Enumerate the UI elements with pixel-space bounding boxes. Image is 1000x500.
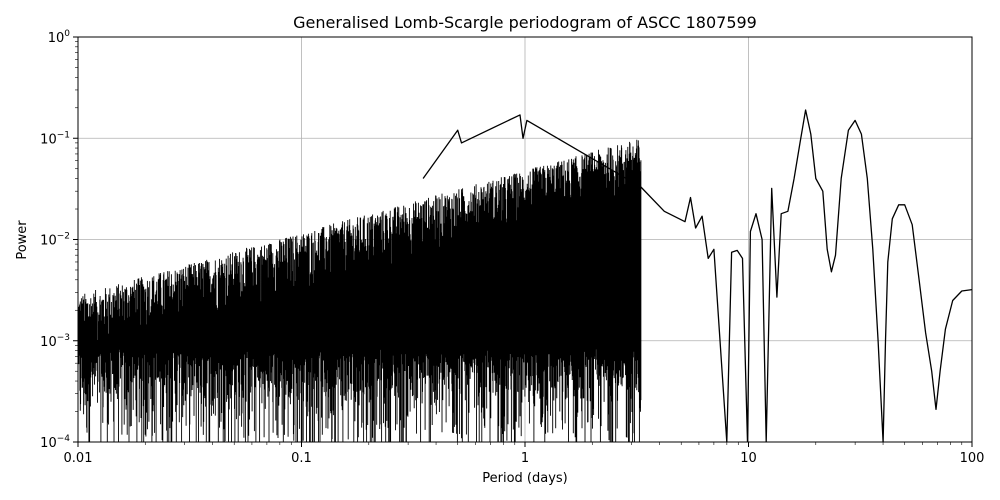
x-tick-label: 0.01 [64, 451, 93, 466]
series-line [422, 109, 972, 442]
x-tick-label: 100 [960, 451, 985, 466]
axis-ticks [73, 36, 973, 447]
y-tick-label: 10−2 [40, 232, 70, 249]
x-tick-labels: 0.01 0.1 1 10 100 [64, 451, 985, 466]
x-tick-label: 0.1 [291, 451, 312, 466]
y-axis-label: Power [15, 220, 30, 260]
y-tick-labels: 10−4 10−3 10−2 10−1 100 [40, 29, 70, 451]
plot-area [78, 109, 972, 442]
x-tick-label: 10 [740, 451, 757, 466]
x-tick-label: 1 [521, 451, 529, 466]
chart-title: Generalised Lomb-Scargle periodogram of … [293, 13, 757, 32]
y-tick-label: 10−1 [40, 130, 70, 147]
periodogram-noise [78, 139, 642, 442]
y-tick-label: 10−3 [40, 333, 70, 350]
y-tick-label: 10−4 [40, 434, 70, 451]
y-tick-label: 100 [48, 29, 71, 46]
x-axis-label: Period (days) [482, 471, 568, 486]
noise-spikes [78, 139, 642, 442]
